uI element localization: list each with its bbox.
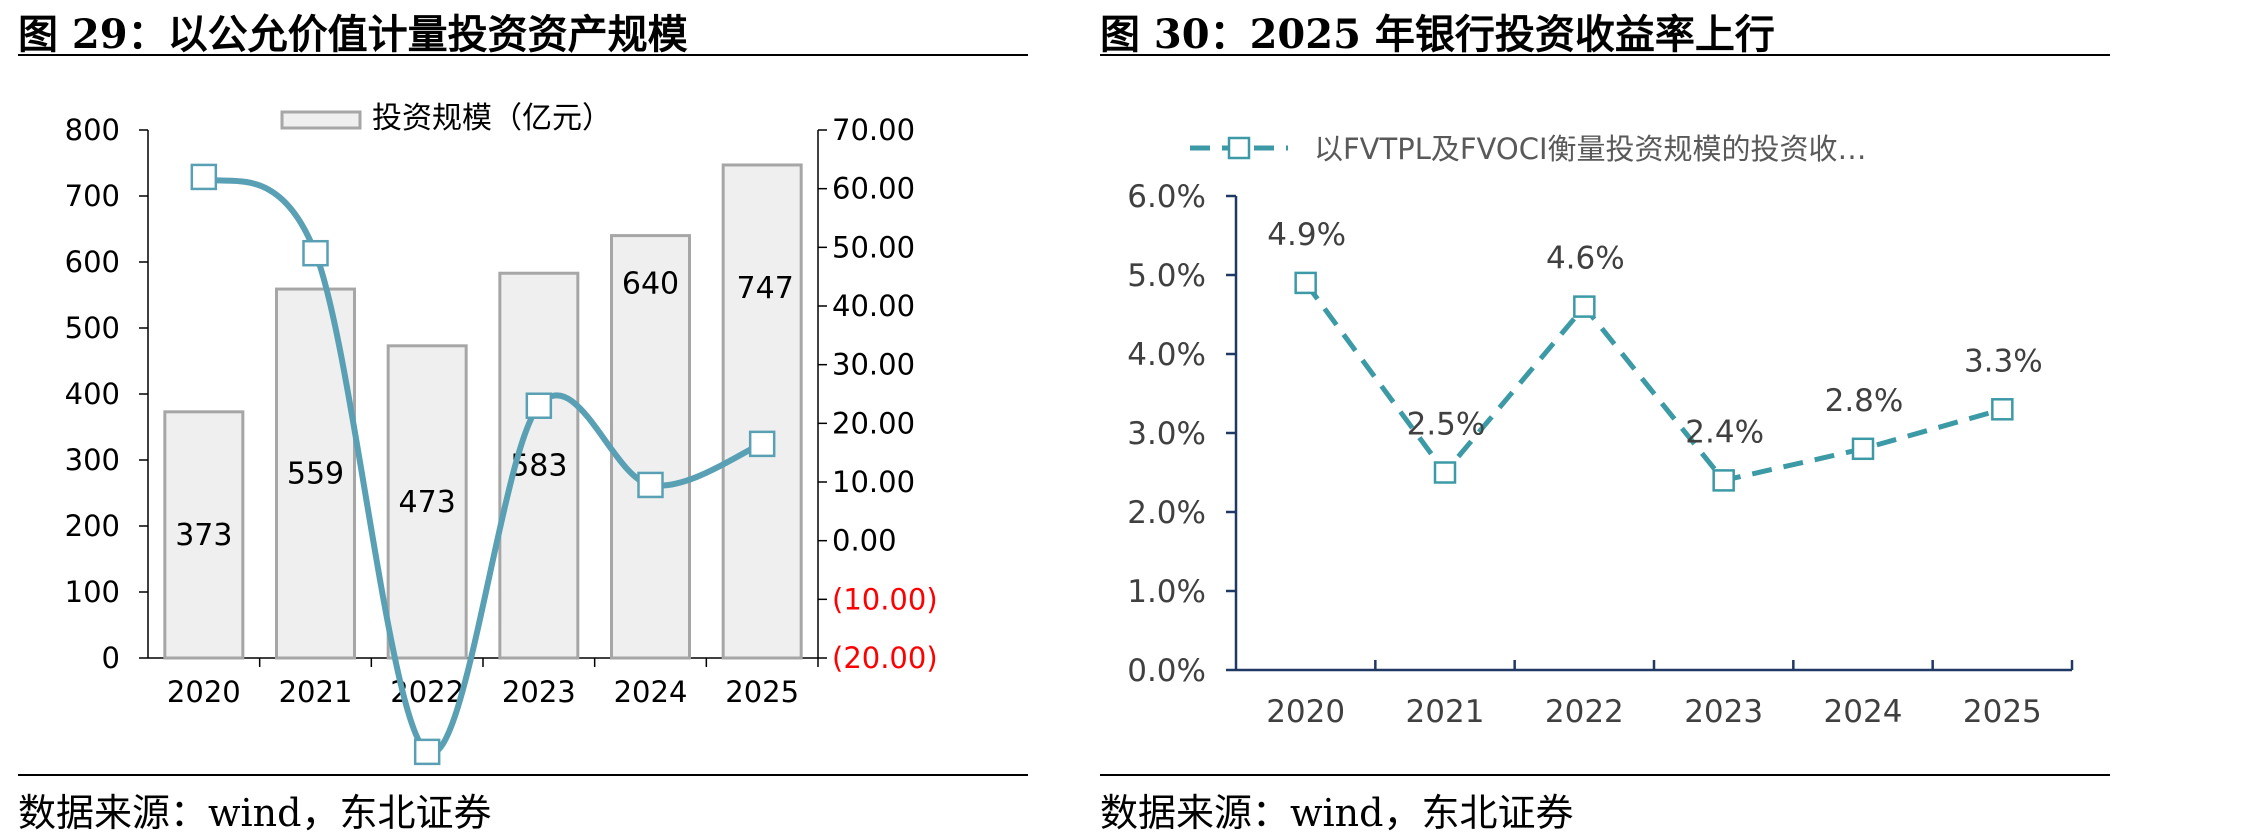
- source-note: 数据来源：wind，东北证券: [18, 791, 492, 835]
- y2-tick-label: 30.00: [832, 348, 915, 382]
- line-marker: [637, 471, 664, 499]
- x-tick-label: 2025: [1963, 694, 2042, 730]
- line-marker: [1991, 398, 2014, 421]
- bar: [386, 344, 468, 660]
- y2-tick-label: 70.00: [832, 113, 915, 147]
- line-marker: [1433, 461, 1457, 484]
- x-tick-label: 2021: [1406, 694, 1485, 730]
- point-value-label: 4.9%: [1267, 217, 1346, 253]
- y-tick-label: 800: [65, 113, 120, 147]
- x-tick-label: 2023: [1684, 694, 1763, 730]
- line-marker: [302, 239, 329, 267]
- line-marker: [1573, 295, 1596, 318]
- y-tick-label: 6.0%: [1127, 179, 1206, 215]
- x-tick-label: 2021: [279, 675, 353, 709]
- y-tick-label: 0: [102, 641, 120, 675]
- y2-tick-label: 0.00: [832, 524, 897, 558]
- line-marker: [1294, 271, 1317, 295]
- y2-tick-label: 60.00: [832, 172, 915, 206]
- source-rule: [18, 774, 1028, 776]
- y-tick-label: 400: [65, 377, 120, 411]
- figure-title: 图 30：2025 年银行投资收益率上行: [1100, 11, 1775, 58]
- legend-swatch: [280, 110, 362, 130]
- line-marker: [748, 430, 776, 458]
- bar-value-label: 373: [175, 518, 232, 553]
- figure-29-panel: 图 29：以公允价值计量投资资产规模 0 100 200 300 400 500 600 70…: [0, 0, 1130, 838]
- bar-value-label: 559: [287, 457, 344, 492]
- y-tick-label: 0.0%: [1127, 653, 1206, 689]
- point-value-label: 2.5%: [1407, 407, 1486, 443]
- y-tick-label: 200: [65, 509, 120, 543]
- line-marker: [1851, 437, 1875, 461]
- x-tick-label: 2022: [1545, 694, 1624, 730]
- y2-tick-label: 40.00: [832, 289, 915, 323]
- line-marker: [525, 392, 553, 419]
- y-tick-label: 300: [65, 443, 120, 477]
- source-rule: [1100, 774, 2110, 776]
- line-marker: [1712, 469, 1735, 492]
- y2-tick-label: 20.00: [832, 406, 915, 440]
- y2-tick-label: (20.00): [832, 641, 938, 675]
- y-tick-label: 5.0%: [1127, 258, 1206, 294]
- y-tick-label: 100: [65, 575, 120, 609]
- y2-tick-label: 50.00: [832, 230, 915, 264]
- y-tick-label: 2.0%: [1127, 495, 1206, 531]
- bar: [163, 410, 245, 660]
- point-value-label: 2.4%: [1685, 414, 1764, 450]
- series-line: [1303, 281, 2004, 484]
- x-tick-label: 2023: [502, 675, 576, 709]
- bar: [610, 234, 691, 660]
- title-rule: [1100, 54, 2110, 56]
- y2-tick-label: (10.00): [832, 582, 938, 616]
- legend-label: 投资规模（亿元）: [372, 101, 612, 136]
- line-chart: 0.0% 1.0% 2.0% 3.0% 4.0% 5.0% 6.0% 2020 2021 2022…: [1127, 132, 2074, 730]
- line-marker: [413, 738, 441, 766]
- y2-tick-label: 10.00: [832, 465, 915, 499]
- bar-value-label: 640: [622, 267, 679, 302]
- y-tick-label: 3.0%: [1127, 416, 1206, 452]
- point-value-label: 3.3%: [1964, 343, 2043, 379]
- y-tick-label: 4.0%: [1127, 337, 1206, 373]
- combo-chart: 0 100 200 300 400 500 600 700 800 (20.00) (10.00) 0…: [65, 101, 938, 766]
- bar-value-label: 473: [399, 485, 456, 520]
- x-tick-label: 2024: [1824, 694, 1903, 730]
- source-note: 数据来源：wind，东北证券: [1100, 791, 1574, 835]
- figure-30-panel: 图 30：2025 年银行投资收益率上行 0.0% 1.0% 2.0% 3.0% 4.0…: [1100, 0, 2268, 838]
- bar: [721, 163, 803, 660]
- title-rule: [18, 54, 1028, 56]
- bar-value-label: 747: [737, 271, 794, 306]
- x-tick-label: 2024: [614, 675, 688, 709]
- legend-label: 以FVTPL及FVOCI衡量投资规模的投资收…: [1314, 132, 1867, 166]
- y-tick-label: 700: [65, 179, 120, 213]
- legend-swatch-marker: [1227, 136, 1251, 160]
- x-tick-label: 2020: [1266, 694, 1345, 730]
- y-tick-label: 600: [65, 245, 120, 279]
- y-tick-label: 500: [65, 311, 120, 345]
- x-tick-label: 2020: [167, 675, 241, 709]
- y-tick-label: 1.0%: [1127, 574, 1206, 610]
- figure-title: 图 29：以公允价值计量投资资产规模: [18, 11, 688, 58]
- line-marker: [190, 163, 218, 191]
- x-tick-label: 2025: [725, 675, 799, 709]
- point-value-label: 2.8%: [1825, 383, 1904, 419]
- point-value-label: 4.6%: [1546, 241, 1625, 277]
